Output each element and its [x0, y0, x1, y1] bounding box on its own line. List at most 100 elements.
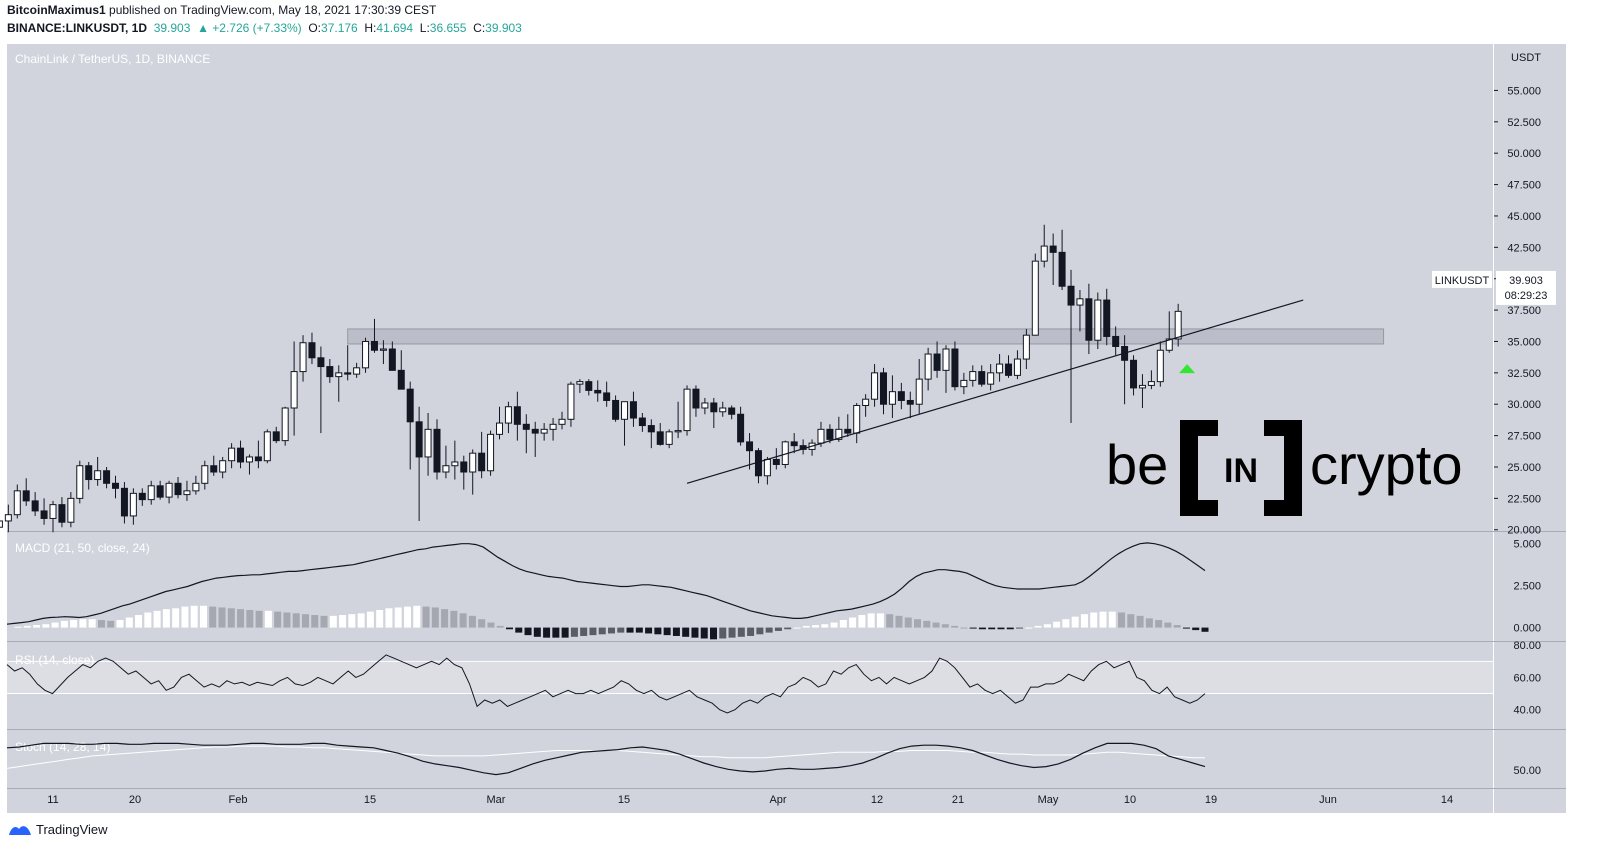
macd-histogram-bar [1108, 611, 1116, 628]
macd-histogram-bar [320, 615, 328, 628]
time-tick-label: 11 [47, 794, 58, 806]
macd-title: MACD (21, 50, close, 24) [15, 541, 150, 555]
stoch-title: Stoch (14, 28, 14) [15, 740, 110, 754]
macd-histogram-bar [941, 624, 949, 628]
symbol-label: BINANCE:LINKUSDT, 1D [7, 21, 148, 35]
time-tick-label: 15 [618, 794, 630, 806]
candle-body [647, 425, 655, 433]
candle-body [156, 485, 164, 498]
candle-body [665, 431, 673, 445]
candle-body [915, 378, 923, 405]
candle-body [112, 482, 120, 489]
candle-body [978, 371, 986, 385]
candle-body [629, 401, 637, 419]
candle-body [85, 465, 93, 481]
macd-histogram-bar [1090, 612, 1098, 628]
last-price: 39.903 [153, 21, 191, 35]
macd-histogram-bar [441, 609, 449, 628]
macd-histogram-bar [626, 627, 634, 633]
candle-body [594, 389, 602, 394]
macd-histogram-bar [830, 622, 838, 628]
macd-histogram-bar [218, 607, 226, 628]
macd-histogram-bar [533, 627, 541, 637]
macd-histogram-bar [431, 607, 439, 628]
candle-body [1058, 251, 1066, 287]
time-tick-label: 15 [364, 794, 376, 806]
price-tick-label: 42.500 [1507, 242, 1541, 254]
macd-histogram-bar [1201, 627, 1209, 632]
candle-body [326, 366, 334, 378]
candle-body [388, 348, 396, 371]
candle-body [335, 372, 343, 378]
candle-body [621, 401, 629, 420]
candle-body [469, 452, 477, 473]
macd-histogram-bar [1145, 618, 1153, 628]
candle-body [397, 369, 405, 390]
macd-histogram-bar [264, 610, 272, 628]
tradingview-logo-icon [9, 825, 31, 835]
candle-body [317, 357, 325, 368]
macd-histogram-bar [459, 613, 467, 628]
candle-body [13, 490, 21, 516]
candle-body [853, 404, 861, 434]
author-name[interactable]: BitcoinMaximus1 [7, 3, 106, 17]
candle-body [76, 465, 84, 499]
candle-body [1005, 363, 1013, 376]
macd-histogram-bar [329, 615, 337, 628]
macd-histogram-bar [561, 627, 569, 638]
footer-brand[interactable]: TradingView [8, 822, 108, 837]
candle-body [353, 367, 361, 375]
price-tick-label: 27.500 [1507, 431, 1541, 443]
candle-body [478, 452, 486, 472]
price-tick-label: 25.000 [1507, 462, 1541, 474]
candle-body [228, 447, 236, 462]
macd-histogram-bar [1071, 616, 1079, 628]
candle-body [549, 423, 557, 430]
candle-body [513, 406, 521, 425]
macd-histogram-bar [1155, 620, 1163, 628]
candle-body [49, 504, 57, 519]
low-value: 36.655 [429, 21, 467, 35]
macd-histogram-bar [876, 613, 884, 628]
rsi-title: RSI (14, close) [15, 653, 94, 667]
low-label: L: [419, 21, 430, 35]
symbol-legend: BINANCE:LINKUSDT, 1D 39.903 ▲ +2.726 (+7… [7, 21, 522, 35]
candle-body [496, 422, 503, 435]
publish-line: BitcoinMaximus1 published on TradingView… [7, 3, 436, 17]
macd-histogram-bar [849, 617, 857, 628]
macd-histogram-bar [682, 627, 690, 637]
candle-body [129, 492, 137, 517]
candle-body [201, 465, 209, 484]
candle-body [1165, 338, 1173, 351]
support-trendline [686, 299, 1304, 484]
last-symbol-box [1432, 270, 1492, 288]
candle-body [1112, 335, 1120, 347]
candle-body [1049, 245, 1057, 253]
macd-histogram-bar [1062, 619, 1070, 628]
macd-histogram-bar [1192, 627, 1200, 631]
macd-histogram-bar [932, 622, 940, 628]
macd-histogram-bar [951, 625, 959, 628]
macd-histogram-bar [70, 620, 78, 628]
macd-histogram-bar [1080, 614, 1088, 628]
macd-histogram-bar [710, 627, 718, 640]
candle-body [254, 456, 262, 462]
price-tick-label: 55.000 [1507, 85, 1541, 97]
candle-body [1013, 358, 1021, 376]
stoch-k-line [6, 742, 1206, 776]
macd-histogram-bar [858, 615, 866, 628]
candle-body [4, 514, 12, 522]
candle-body [897, 391, 905, 401]
price-axis[interactable] [1494, 44, 1566, 813]
time-tick-label: 10 [1124, 794, 1136, 806]
macd-histogram-bar [728, 627, 736, 638]
candle-body [415, 421, 423, 458]
candle-body [531, 428, 539, 434]
candle-body [540, 428, 548, 434]
candle-body [969, 371, 977, 381]
candle-body [22, 490, 30, 502]
macd-histogram-bar [394, 607, 402, 628]
macd-histogram-bar [867, 613, 875, 628]
macd-histogram-bar [663, 627, 671, 636]
